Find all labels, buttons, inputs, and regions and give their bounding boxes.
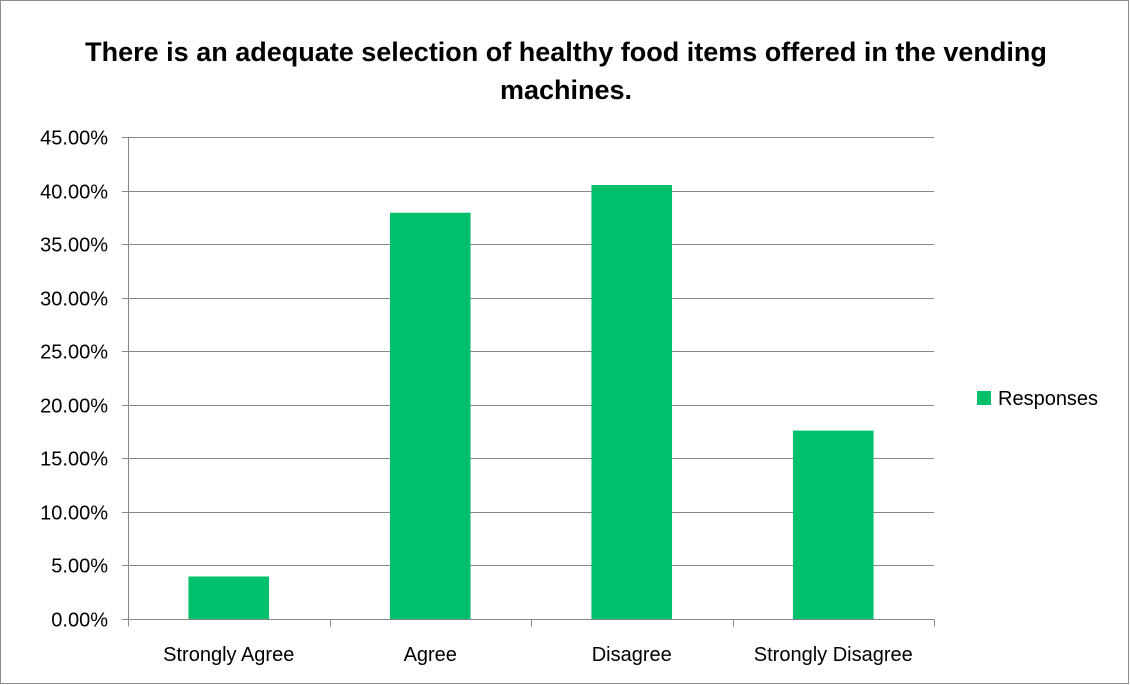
y-axis-tick-labels: 0.00% 5.00% 10.00% 15.00% 20.00% 25.00% 30.00%… (40, 128, 108, 632)
bar-agree (389, 212, 471, 620)
x-axis-tick-labels: Strongly Agree Agree Disagree Strongly Disa… (163, 644, 913, 666)
bars (188, 184, 874, 620)
y-tick-label: 40.00% (40, 182, 108, 204)
legend-label: Responses (998, 388, 1098, 410)
x-tick-label: Disagree (592, 644, 672, 666)
y-tick-label: 35.00% (40, 235, 108, 257)
chart-title: There is an adequate selection of health… (85, 37, 1047, 105)
x-tick-label: Agree (404, 644, 457, 666)
x-tick-label: Strongly Agree (163, 644, 294, 666)
y-tick-label: 15.00% (40, 449, 108, 471)
y-tick-label: 45.00% (40, 128, 108, 150)
bar-strongly-disagree (792, 430, 874, 619)
y-tick-label: 30.00% (40, 289, 108, 311)
y-tick-label: 25.00% (40, 342, 108, 364)
x-tick-label: Strongly Disagree (754, 644, 913, 666)
legend-swatch (977, 391, 991, 405)
y-tick-label: 20.00% (40, 396, 108, 418)
bar-strongly-agree (188, 576, 270, 619)
bar-disagree (591, 184, 673, 619)
y-tick-label: 10.00% (40, 503, 108, 525)
y-tick-label: 5.00% (51, 556, 108, 578)
legend: Responses (977, 388, 1098, 410)
axes (122, 137, 935, 627)
y-tick-label: 0.00% (51, 610, 108, 632)
